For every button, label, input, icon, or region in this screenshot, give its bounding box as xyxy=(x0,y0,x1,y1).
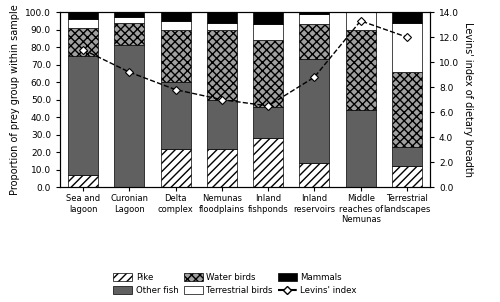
Bar xyxy=(300,14,330,24)
Bar xyxy=(160,149,190,187)
Bar xyxy=(300,24,330,59)
Y-axis label: Proportion of prey group within sample: Proportion of prey group within sample xyxy=(10,4,20,195)
Y-axis label: Levins' index of dietary breadth: Levins' index of dietary breadth xyxy=(463,22,473,177)
Bar xyxy=(114,23,144,45)
Bar xyxy=(160,30,190,82)
Bar xyxy=(68,56,98,175)
Bar xyxy=(346,0,376,30)
Bar xyxy=(68,19,98,28)
Legend: Pike, Other fish, Water birds, Terrestrial birds, Mammals, Levins' index: Pike, Other fish, Water birds, Terrestri… xyxy=(111,270,359,298)
Bar xyxy=(392,147,422,166)
Bar xyxy=(300,59,330,163)
Bar xyxy=(253,24,283,40)
Bar xyxy=(253,40,283,107)
Bar xyxy=(392,23,422,72)
Bar xyxy=(253,138,283,187)
Bar xyxy=(160,21,190,30)
Bar xyxy=(114,12,144,17)
Bar xyxy=(346,110,376,187)
Bar xyxy=(207,30,237,100)
Bar xyxy=(68,28,98,56)
Bar xyxy=(68,12,98,19)
Bar xyxy=(300,163,330,187)
Bar xyxy=(207,12,237,23)
Bar xyxy=(392,166,422,187)
Bar xyxy=(114,17,144,23)
Bar xyxy=(114,45,144,187)
Bar xyxy=(68,175,98,187)
Bar xyxy=(346,30,376,110)
Bar xyxy=(160,82,190,149)
Bar xyxy=(253,12,283,24)
Bar xyxy=(207,100,237,149)
Bar xyxy=(392,12,422,23)
Bar xyxy=(392,72,422,147)
Bar xyxy=(207,149,237,187)
Bar xyxy=(207,23,237,30)
Bar xyxy=(253,107,283,138)
Bar xyxy=(300,12,330,14)
Bar xyxy=(160,12,190,21)
